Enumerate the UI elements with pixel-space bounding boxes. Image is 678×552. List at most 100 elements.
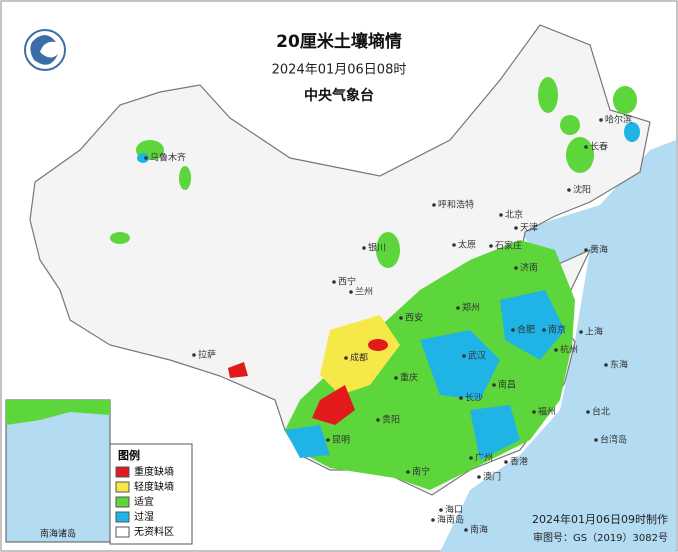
city-dot [344,356,348,360]
place-label: 呼和浩特 [438,199,474,211]
city-dot [489,244,493,248]
inset: 南海诸岛 [5,399,111,543]
place-label: 广州 [475,452,493,464]
place-label: 银川 [368,242,386,254]
place-label: 黄海 [590,244,608,256]
legend-title: 图例 [118,448,140,462]
place-label: 拉萨 [198,349,216,361]
city-dot [477,475,481,479]
moist-area [613,86,637,114]
city-dot [439,508,443,512]
city-dot [326,438,330,442]
footer-made: 2024年01月06日09时制作 [532,512,668,526]
city-dot [144,156,148,160]
legend-swatch [115,481,130,493]
city-dot [514,226,518,230]
wet-area [500,290,565,360]
logo-swirl [30,35,58,65]
logo [24,29,66,71]
legend-label: 适宜 [134,495,154,508]
severe-dry-area [312,385,355,425]
place-label: 台湾岛 [600,434,627,446]
city-dot [579,330,583,334]
city-dot [504,460,508,464]
city-dot [532,410,536,414]
legend-label: 无资料区 [134,525,174,538]
place-label: 西宁 [338,276,356,288]
place-label: 西安 [405,312,423,324]
legend-swatch [115,496,130,508]
ocean [440,140,676,552]
place-label: 济南 [520,262,538,274]
place-label: 杭州 [560,344,578,356]
place-label: 南海 [470,524,488,536]
city-dot [459,396,463,400]
city-dot [432,203,436,207]
city-dot [586,410,590,414]
city-dot [399,316,403,320]
place-label: 石家庄 [495,240,522,252]
place-label: 南宁 [412,466,430,478]
city-dot [406,470,410,474]
place-label: 乌鲁木齐 [150,152,186,164]
place-label: 东海 [610,359,628,371]
inset-land [6,400,110,425]
legend-label: 轻度缺墒 [134,480,174,493]
city-dot [584,248,588,252]
inset-label: 南海诸岛 [40,528,76,540]
city-dot [456,306,460,310]
city-dot [542,328,546,332]
place-label: 太原 [458,239,476,251]
place-label: 郑州 [462,302,480,314]
city-dot [376,418,380,422]
severe-dry-area [228,362,248,378]
city-dot [362,246,366,250]
place-label: 南京 [548,324,566,336]
moist-area [110,232,130,244]
city-dot [599,118,603,122]
city-dot [192,353,196,357]
city-dot [584,145,588,149]
place-label: 长春 [590,141,608,153]
city-dot [514,266,518,270]
city-dot [511,328,515,332]
time: 2024年01月06日08时 [272,63,407,78]
place-label: 海南岛 [437,514,464,526]
place-label: 贵阳 [382,414,400,426]
city-dot [452,243,456,247]
place-label: 合肥 [517,324,535,336]
severe-dry-area [368,339,388,351]
wet-area [470,405,520,460]
place-label: 天津 [520,223,538,234]
wet-area [420,330,500,400]
title: 20厘米土壤墒情 [276,31,402,52]
place-label: 南昌 [498,379,516,391]
city-dot [462,354,466,358]
city-dot [492,383,496,387]
legend-swatch [115,466,130,478]
place-label: 沈阳 [573,184,591,196]
city-dot [604,363,608,367]
place-label: 哈尔滨 [605,114,632,126]
footer-approval: 审图号：GS（2019）3082号 [533,531,668,544]
legend-label: 过湿 [134,510,154,523]
legend-label: 重度缺墒 [134,465,174,478]
moist-area [560,115,580,135]
soil-areas [110,77,640,490]
agency: 中央气象台 [304,87,374,104]
wet-area [624,122,640,142]
place-label: 长沙 [465,392,483,404]
city-dot [394,376,398,380]
city-dot [567,188,571,192]
place-label: 重庆 [400,372,418,384]
city-dot [349,290,353,294]
place-label: 兰州 [355,286,373,298]
place-label: 武汉 [468,350,486,362]
wet-area [137,153,149,163]
city-dot [431,518,435,522]
moist-area [538,77,558,113]
place-label: 香港 [510,456,528,468]
